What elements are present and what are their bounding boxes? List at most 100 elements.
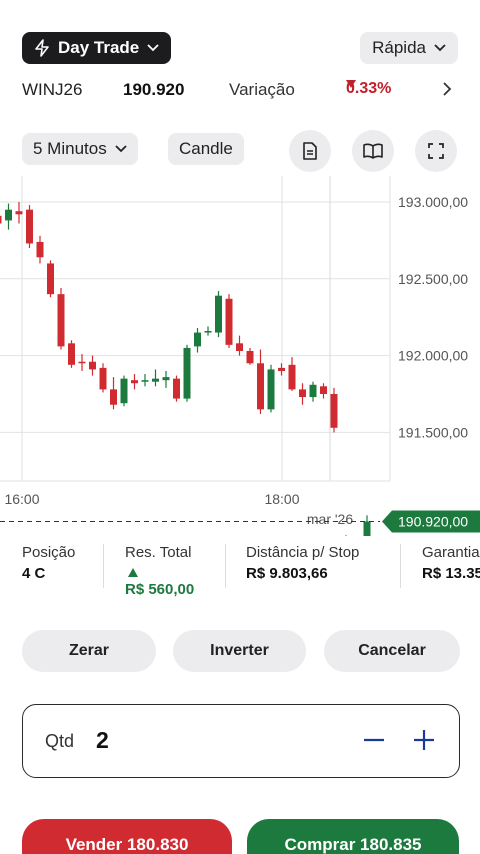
candle-body bbox=[36, 241, 44, 258]
candle-body bbox=[246, 350, 254, 364]
divider bbox=[225, 544, 226, 588]
guarantee-value: R$ 13.35 bbox=[422, 565, 480, 582]
candle-body bbox=[183, 347, 191, 399]
timeframe-selector[interactable]: 5 Minutos bbox=[22, 133, 138, 165]
variation-value-group: 0.33% bbox=[346, 80, 391, 97]
last-price-label: 190.920,00 bbox=[398, 513, 468, 529]
candle-body bbox=[194, 332, 201, 347]
candle-body bbox=[0, 215, 2, 224]
divider bbox=[400, 544, 401, 588]
candle-body bbox=[215, 295, 222, 333]
y-tick-label: 193.000,00 bbox=[398, 194, 468, 210]
position-actions: Zerar Inverter Cancelar bbox=[0, 630, 480, 674]
candle-body bbox=[309, 384, 317, 398]
position-stat: Posição 4 C bbox=[22, 544, 75, 582]
candle-body bbox=[320, 386, 327, 394]
lightning-icon bbox=[35, 39, 49, 57]
chart-toolbar: 5 Minutos Candle bbox=[0, 130, 480, 172]
y-tick-label: 191.500,00 bbox=[398, 424, 468, 440]
candle-body bbox=[330, 394, 338, 428]
sell-button[interactable]: Vender 180.830 bbox=[22, 819, 232, 854]
candle-body bbox=[363, 521, 371, 562]
speed-selector[interactable]: Rápida bbox=[360, 32, 458, 64]
fullscreen-icon bbox=[428, 143, 444, 159]
candle-body bbox=[15, 211, 23, 215]
zerar-label: Zerar bbox=[68, 642, 110, 659]
candle-body bbox=[173, 378, 180, 399]
cancelar-button[interactable]: Cancelar bbox=[324, 630, 460, 672]
candle-body bbox=[57, 294, 65, 347]
book-icon bbox=[363, 143, 383, 159]
candle-body bbox=[5, 209, 12, 221]
minus-icon[interactable] bbox=[361, 727, 387, 753]
position-stats: Posição 4 C Res. Total R$ 560,00 Distânc… bbox=[0, 544, 480, 614]
candle-body bbox=[236, 343, 243, 351]
divider bbox=[103, 544, 104, 588]
triangle-up-icon bbox=[128, 568, 138, 577]
result-label: Res. Total bbox=[125, 544, 192, 561]
buy-label: Comprar 180.835 bbox=[284, 835, 422, 854]
candle-body bbox=[78, 361, 86, 364]
buy-button[interactable]: Comprar 180.835 bbox=[247, 819, 459, 854]
position-value: 4 C bbox=[22, 565, 46, 582]
top-bar: Day Trade Rápida bbox=[0, 30, 480, 70]
guarantee-stat: Garantia R$ 13.35 bbox=[422, 544, 480, 582]
candlestick-chart[interactable]: 193.000,00 192.500,00 192.000,00 191.500,00… bbox=[0, 176, 480, 679]
chevron-down-icon bbox=[147, 44, 159, 52]
chevron-right-icon[interactable] bbox=[442, 80, 452, 101]
y-tick-label: 192.000,00 bbox=[398, 348, 468, 364]
cancelar-label: Cancelar bbox=[358, 642, 426, 659]
quantity-value[interactable]: 2 bbox=[96, 727, 109, 753]
speed-label: Rápida bbox=[372, 38, 426, 57]
candle-body bbox=[99, 367, 107, 390]
candle-body bbox=[141, 380, 149, 382]
chart-type-label: Candle bbox=[179, 139, 233, 158]
inverter-button[interactable]: Inverter bbox=[173, 630, 306, 672]
candle-body bbox=[26, 209, 33, 244]
result-stat: Res. Total R$ 560,00 bbox=[125, 544, 194, 598]
last-price-tag bbox=[382, 510, 480, 533]
day-trade-selector[interactable]: Day Trade bbox=[22, 32, 172, 64]
candle-body bbox=[120, 378, 128, 404]
chart-type-button[interactable]: Candle bbox=[168, 133, 244, 165]
book-button[interactable] bbox=[352, 130, 394, 172]
candle-body bbox=[267, 369, 275, 410]
price-chart[interactable]: 193.000,00 192.500,00 192.000,00 191.500,00… bbox=[0, 176, 480, 679]
stop-distance-stat: Distância p/ Stop R$ 9.803,66 bbox=[246, 544, 359, 582]
variation-label: Variação bbox=[229, 80, 295, 99]
candle-body bbox=[204, 331, 212, 333]
chevron-down-icon bbox=[434, 44, 446, 52]
guarantee-label: Garantia bbox=[422, 544, 480, 561]
quantity-label: Qtd bbox=[45, 731, 75, 751]
candle-body bbox=[299, 389, 306, 398]
stop-distance-value: R$ 9.803,66 bbox=[246, 565, 328, 582]
x-tick-label: 16:00 bbox=[4, 491, 39, 507]
candle-body bbox=[131, 380, 138, 384]
triangle-down-icon bbox=[346, 80, 356, 88]
zerar-button[interactable]: Zerar bbox=[22, 630, 156, 672]
candle-body bbox=[89, 361, 96, 370]
stop-distance-label: Distância p/ Stop bbox=[246, 544, 360, 561]
x-tick-label: 18:00 bbox=[264, 491, 299, 507]
ticker-row[interactable]: WINJ26 190.920 Variação 0.33% bbox=[22, 80, 462, 102]
candle-body bbox=[47, 263, 54, 295]
position-label: Posição bbox=[22, 544, 76, 561]
document-icon bbox=[303, 142, 317, 160]
candle-body bbox=[278, 367, 285, 371]
candle-body bbox=[288, 364, 296, 390]
result-value: R$ 560,00 bbox=[125, 581, 195, 598]
ticker-price: 190.920 bbox=[123, 80, 185, 99]
sell-label: Vender 180.830 bbox=[65, 835, 189, 854]
ticker-symbol: WINJ26 bbox=[22, 80, 83, 99]
candle-body bbox=[162, 377, 170, 381]
candle-body bbox=[225, 298, 233, 345]
candle-body bbox=[257, 363, 264, 410]
y-tick-label: 192.500,00 bbox=[398, 271, 468, 287]
timeframe-label: 5 Minutos bbox=[33, 139, 107, 158]
chevron-down-icon bbox=[115, 145, 127, 153]
quantity-stepper[interactable]: Qtd 2 bbox=[22, 704, 460, 778]
fullscreen-button[interactable] bbox=[415, 130, 457, 172]
candle-body bbox=[110, 389, 117, 405]
plus-icon[interactable] bbox=[411, 727, 437, 753]
document-button[interactable] bbox=[289, 130, 331, 172]
